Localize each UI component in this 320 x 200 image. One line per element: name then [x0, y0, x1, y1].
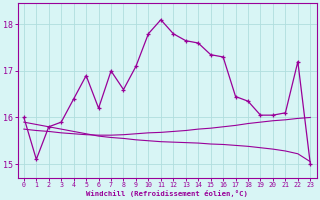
X-axis label: Windchill (Refroidissement éolien,°C): Windchill (Refroidissement éolien,°C): [86, 190, 248, 197]
